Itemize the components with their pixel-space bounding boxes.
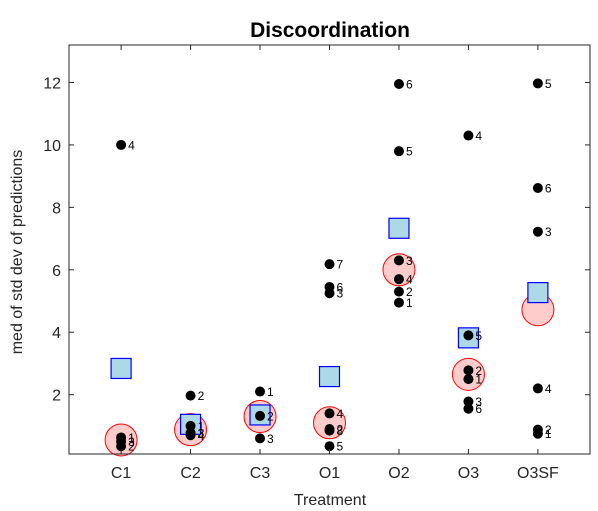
x-tick-label-O3: O3 — [458, 465, 479, 482]
data-point-C1-2 — [116, 441, 127, 452]
point-label-O1-3: 3 — [337, 287, 344, 301]
point-label-O2-3: 3 — [406, 254, 413, 268]
data-point-O2-4 — [393, 274, 404, 285]
chart-title: Discoordination — [250, 19, 410, 42]
data-point-O1-7 — [324, 259, 335, 270]
point-label-C2-1: 1 — [198, 419, 205, 433]
point-label-O2-5: 5 — [406, 145, 413, 159]
point-label-O3-3: 3 — [475, 395, 482, 409]
point-label-O3SF-3: 3 — [545, 225, 552, 239]
point-label-O1-5: 5 — [337, 440, 344, 454]
point-label-O3SF-1: 1 — [545, 427, 552, 441]
x-tick-label-O2: O2 — [388, 465, 409, 482]
point-label-O3-1: 1 — [475, 373, 482, 387]
x-tick-label-O1: O1 — [319, 465, 340, 482]
data-point-O3SF-5 — [532, 78, 543, 89]
point-label-C2-4: 4 — [198, 429, 205, 443]
point-label-C1-2: 2 — [128, 440, 135, 454]
mean-marker-O3SF — [527, 281, 549, 304]
point-label-O3SF-4: 4 — [545, 382, 552, 396]
data-point-C2-4 — [185, 430, 196, 441]
data-point-C3-1 — [255, 386, 266, 397]
data-point-C2-2 — [185, 390, 196, 401]
data-point-O3-2 — [463, 365, 474, 376]
point-label-C1-3: 3 — [128, 435, 135, 449]
median-marker-O2 — [382, 253, 416, 287]
point-label-C3-1: 1 — [267, 385, 274, 399]
y-tick-label: 12 — [43, 75, 61, 92]
point-label-C1-4: 4 — [128, 138, 135, 152]
point-label-O3-2: 2 — [475, 364, 482, 378]
data-point-O1-4 — [324, 408, 335, 419]
data-point-O2-3 — [393, 255, 404, 266]
point-label-O1-8: 8 — [337, 424, 344, 438]
point-label-O2-1: 1 — [406, 296, 413, 310]
point-label-C2-3: 3 — [198, 426, 205, 440]
point-label-O1-2: 2 — [337, 423, 344, 437]
x-tick-label-O3SF: O3SF — [517, 465, 559, 482]
data-point-C3-3 — [255, 433, 266, 444]
mean-marker-C1 — [110, 357, 132, 380]
point-label-O3SF-5: 5 — [545, 77, 552, 91]
data-point-O3SF-4 — [532, 383, 543, 394]
point-label-O2-4: 4 — [406, 273, 413, 287]
data-point-O3-4 — [463, 130, 474, 141]
point-label-O3SF-2: 2 — [545, 423, 552, 437]
y-tick-label: 4 — [52, 325, 61, 342]
data-point-O3-1 — [463, 374, 474, 385]
data-point-C2-1 — [185, 420, 196, 431]
point-label-O1-6: 6 — [337, 280, 344, 294]
axes-box — [68, 44, 591, 455]
data-point-O2-6 — [393, 79, 404, 90]
point-label-C2-2: 2 — [198, 389, 205, 403]
y-tick-label: 10 — [43, 138, 61, 155]
point-label-O3-4: 4 — [475, 129, 482, 143]
y-axis-label: med of std dev of predictions — [9, 150, 26, 355]
mean-marker-O1 — [318, 365, 341, 388]
data-point-O1-8 — [324, 425, 335, 436]
data-point-O1-5 — [324, 441, 335, 452]
data-point-O3-6 — [463, 403, 474, 414]
x-tick-label-C3: C3 — [250, 465, 271, 482]
point-label-O3-5: 5 — [475, 329, 482, 343]
x-tick-label-C2: C2 — [180, 465, 201, 482]
data-point-O3SF-3 — [532, 226, 543, 237]
data-point-O2-1 — [393, 297, 404, 308]
mean-marker-O2 — [388, 217, 410, 239]
data-point-O1-3 — [324, 288, 335, 299]
point-label-O1-4: 4 — [337, 407, 344, 421]
point-label-C1-1: 1 — [128, 431, 135, 445]
point-label-C3-2: 2 — [267, 409, 274, 423]
point-label-C3-3: 3 — [267, 432, 274, 446]
y-tick-label: 6 — [52, 263, 61, 280]
data-point-O2-2 — [393, 286, 404, 297]
point-label-O2-6: 6 — [406, 78, 413, 92]
y-tick-label: 2 — [52, 388, 61, 405]
point-label-O2-2: 2 — [406, 285, 413, 299]
point-label-O3SF-6: 6 — [545, 181, 552, 195]
x-tick-label-C1: C1 — [111, 465, 132, 482]
data-point-O3-3 — [463, 396, 474, 407]
data-point-O3SF-1 — [532, 428, 543, 439]
data-point-O3-5 — [463, 330, 474, 341]
median-marker-O1 — [313, 406, 346, 440]
y-tick-label: 8 — [52, 200, 61, 217]
x-axis-label: Treatment — [294, 492, 367, 509]
point-label-O3-6: 6 — [475, 402, 482, 416]
data-point-O3SF-6 — [532, 182, 543, 193]
data-point-C1-4 — [116, 139, 127, 150]
data-point-O2-5 — [393, 146, 404, 157]
data-point-C3-2 — [255, 410, 266, 421]
point-label-O1-7: 7 — [337, 258, 344, 272]
